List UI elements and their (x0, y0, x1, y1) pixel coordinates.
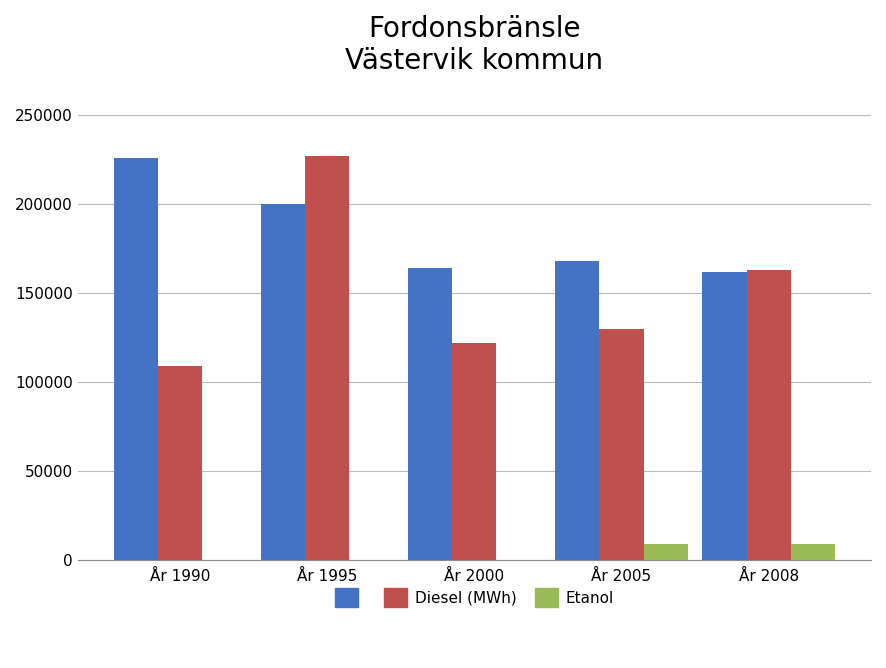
Bar (643, 544, 688, 560)
Bar (113, 158, 158, 560)
Bar (408, 269, 452, 560)
Bar (305, 156, 349, 560)
Bar (158, 366, 202, 560)
Legend: , Diesel (MWh), Etanol: , Diesel (MWh), Etanol (329, 582, 619, 613)
Bar (791, 544, 835, 560)
Title: Fordonsbränsle
Västervik kommun: Fordonsbränsle Västervik kommun (346, 15, 603, 75)
Bar (260, 204, 305, 560)
Bar (556, 261, 600, 560)
Bar (747, 270, 791, 560)
Bar (452, 343, 496, 560)
Bar (703, 272, 747, 560)
Bar (600, 329, 643, 560)
